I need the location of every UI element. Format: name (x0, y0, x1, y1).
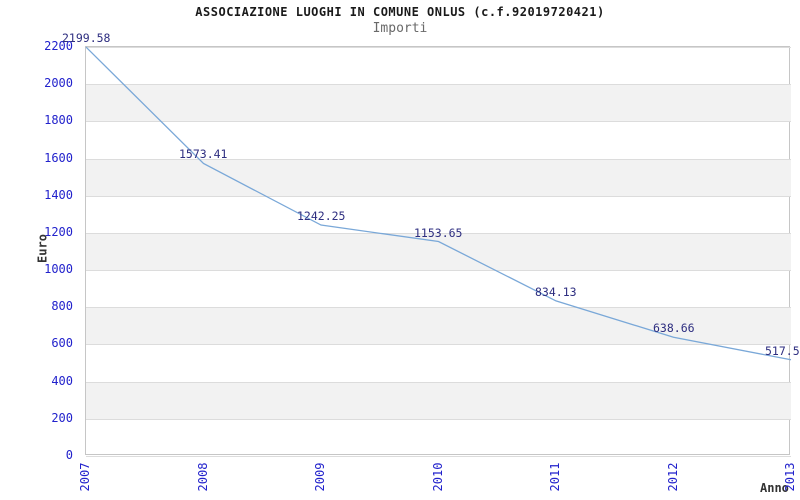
x-axis-tick-label: 2008 (196, 462, 210, 492)
y-axis-tick-label: 200 (51, 411, 73, 425)
y-axis-tick-label: 1600 (44, 151, 73, 165)
gridline (86, 270, 791, 271)
plot-band (86, 381, 791, 419)
y-axis-tick-label: 2000 (44, 76, 73, 90)
x-axis-tick-label: 2009 (313, 462, 327, 492)
gridline (86, 121, 791, 122)
gridline (86, 159, 791, 160)
data-line (85, 46, 792, 361)
data-point-label: 517.5 (765, 344, 800, 358)
data-point-label: 834.13 (535, 285, 577, 299)
line-series-importi (85, 46, 792, 361)
data-point-label: 1153.65 (414, 226, 463, 240)
x-axis-tick-label: 2013 (783, 462, 797, 492)
x-axis-tick-label: 2011 (548, 462, 562, 492)
data-point-label: 638.66 (653, 321, 695, 335)
plot-band (86, 158, 791, 196)
x-axis-title: Anno (760, 481, 789, 495)
y-axis-tick-label: 2200 (44, 39, 73, 53)
gridline (86, 47, 791, 48)
plot-band (86, 307, 791, 345)
y-axis-tick-label: 800 (51, 299, 73, 313)
y-axis-tick-label: 0 (65, 448, 73, 462)
plot-area (85, 46, 792, 457)
gridline (86, 419, 791, 420)
gridline (86, 196, 791, 197)
gridline (86, 84, 791, 85)
x-axis-tick-label: 2010 (431, 462, 445, 492)
data-point-label: 2199.58 (62, 31, 111, 45)
gridline (86, 307, 791, 308)
gridline (86, 344, 791, 345)
chart-subtitle: Importi (372, 21, 428, 36)
plot-band (86, 84, 791, 122)
gridline (86, 233, 791, 234)
y-axis-tick-label: 600 (51, 336, 73, 350)
y-axis-tick-label: 1000 (44, 262, 73, 276)
plot-band (86, 232, 791, 271)
y-axis-tick-label: 1400 (44, 188, 73, 202)
gridline (86, 456, 791, 457)
y-axis-tick-label: 1200 (44, 225, 73, 239)
x-axis-tick-label: 2007 (78, 462, 92, 492)
y-axis-tick-label: 1800 (44, 113, 73, 127)
y-axis-tick-label: 400 (51, 374, 73, 388)
data-point-label: 1573.41 (179, 147, 228, 161)
data-point-label: 1242.25 (297, 209, 346, 223)
chart-title: ASSOCIAZIONE LUOGHI IN COMUNE ONLUS (c.f… (195, 5, 605, 19)
gridline (86, 382, 791, 383)
x-axis-tick-label: 2012 (666, 462, 680, 492)
